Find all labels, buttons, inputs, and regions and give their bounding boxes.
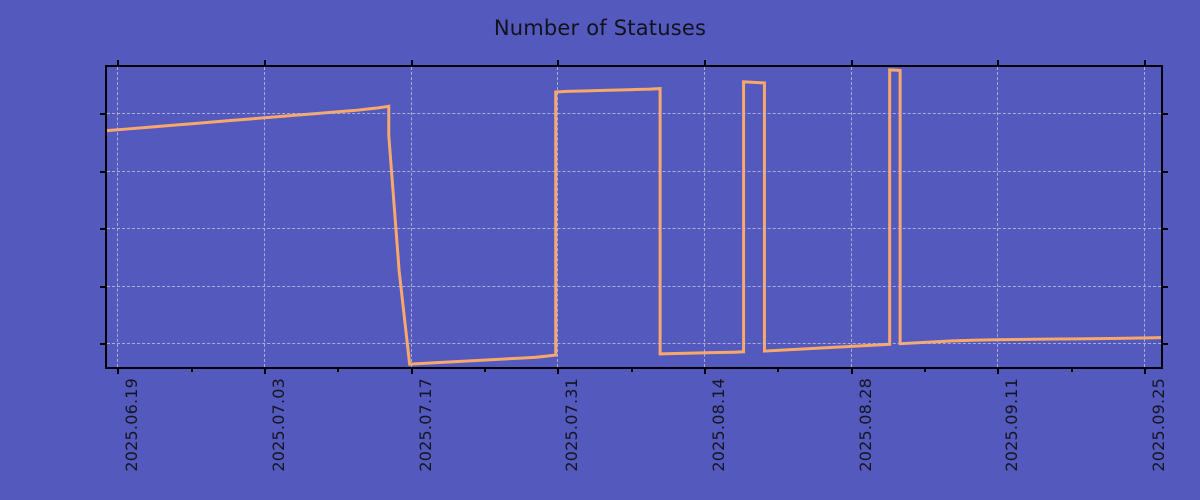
x-tick-minor [190,367,193,372]
x-tick-mark [850,367,853,374]
gridline-horizontal [107,170,1161,172]
x-axis-tick-label: 2025.07.03 [269,378,289,472]
gridline-horizontal [107,343,1161,345]
series-line [107,70,1161,364]
series-line-chart [107,67,1161,367]
x-tick-mark-top [1144,60,1147,67]
gridline-horizontal [107,285,1161,287]
gridline-vertical [997,67,999,367]
x-axis-tick-label: 2025.08.28 [855,378,875,472]
x-tick-mark-top [850,60,853,67]
x-tick-minor [630,367,633,372]
plot-area [100,60,1168,374]
x-tick-mark [117,367,120,374]
y-tick-mark [100,343,107,346]
x-tick-mark [410,367,413,374]
x-tick-mark-top [997,60,1000,67]
x-tick-mark [997,367,1000,374]
x-tick-minor [1070,367,1073,372]
x-tick-mark-top [410,60,413,67]
chart-title: Number of Statuses [493,16,707,40]
x-tick-minor [777,367,780,372]
y-tick-mark [100,285,107,288]
gridline-vertical [117,67,119,367]
x-axis-tick-label: 2025.07.31 [562,378,582,472]
gridline-vertical [850,67,852,367]
x-tick-mark-top [117,60,120,67]
x-axis-tick-label: 2025.09.11 [1002,378,1022,472]
x-axis-tick-label: 2025.07.17 [415,378,435,472]
y-tick-mark-right [1161,113,1168,116]
y-tick-mark-right [1161,228,1168,231]
x-tick-minor [484,367,487,372]
y-tick-mark-right [1161,285,1168,288]
gridline-vertical [410,67,412,367]
x-axis-tick-label: 2025.06.19 [122,378,142,472]
y-tick-mark [100,113,107,116]
x-tick-mark-top [264,60,267,67]
x-axis-tick-label: 2025.09.25 [1149,378,1169,472]
gridline-vertical [704,67,706,367]
gridline-vertical [557,67,559,367]
x-tick-mark-top [704,60,707,67]
y-tick-mark [100,228,107,231]
y-tick-mark-right [1161,170,1168,173]
x-tick-mark [557,367,560,374]
gridline-horizontal [107,113,1161,115]
x-tick-mark [704,367,707,374]
x-tick-mark [264,367,267,374]
x-axis-tick-label: 2025.08.14 [709,378,729,472]
x-tick-minor [337,367,340,372]
gridline-vertical [264,67,266,367]
gridline-vertical [1144,67,1146,367]
x-tick-mark [1144,367,1147,374]
x-tick-mark-top [557,60,560,67]
x-tick-minor [924,367,927,372]
gridline-horizontal [107,228,1161,230]
y-tick-mark-right [1161,343,1168,346]
y-tick-mark [100,170,107,173]
